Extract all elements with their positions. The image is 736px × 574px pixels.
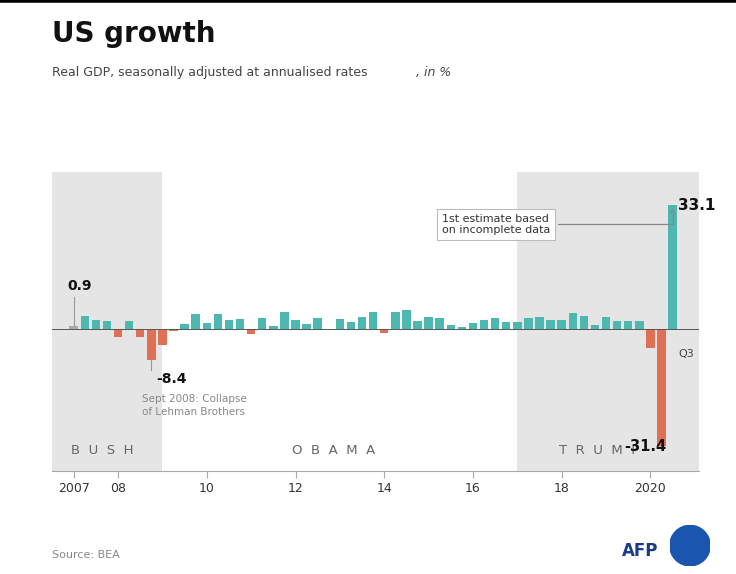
Bar [391, 312, 400, 329]
Bar [613, 321, 621, 329]
Bar [524, 318, 533, 329]
Bar [247, 329, 255, 335]
Text: US growth: US growth [52, 20, 215, 48]
Bar [114, 329, 122, 338]
Bar [513, 322, 522, 329]
Bar [92, 320, 100, 329]
Bar [380, 329, 389, 333]
Bar [269, 326, 277, 329]
Bar [635, 321, 643, 329]
Bar [458, 327, 466, 329]
Text: -31.4: -31.4 [624, 439, 666, 453]
Bar [336, 319, 344, 329]
Text: 1st estimate based
on incomplete data: 1st estimate based on incomplete data [442, 210, 675, 235]
Text: -8.4: -8.4 [156, 372, 186, 386]
Text: Sept 2008: Collapse
of Lehman Brothers: Sept 2008: Collapse of Lehman Brothers [143, 394, 247, 417]
Bar [158, 329, 166, 346]
Bar [314, 319, 322, 329]
Bar [668, 205, 677, 329]
Bar [568, 313, 577, 329]
Bar [291, 320, 300, 329]
Bar [602, 317, 610, 329]
Text: O  B  A  M  A: O B A M A [291, 444, 375, 457]
Bar [280, 312, 289, 329]
Text: T  R  U  M  P: T R U M P [559, 444, 640, 457]
Bar [546, 320, 555, 329]
Bar [502, 322, 511, 329]
Bar [447, 325, 455, 329]
Bar [624, 321, 632, 329]
Text: Source: BEA: Source: BEA [52, 550, 119, 560]
Bar [436, 318, 444, 329]
Bar [125, 321, 133, 329]
Bar [414, 321, 422, 329]
Bar [591, 325, 599, 329]
Bar [580, 316, 588, 329]
Bar [517, 172, 699, 471]
Text: 33.1: 33.1 [678, 198, 715, 213]
Bar [69, 325, 78, 329]
Bar [258, 318, 266, 329]
Bar [646, 329, 654, 348]
Bar [52, 172, 163, 471]
Bar [425, 317, 433, 329]
Bar [491, 318, 499, 329]
Text: Real GDP, seasonally adjusted at annualised rates: Real GDP, seasonally adjusted at annuali… [52, 66, 367, 79]
Bar [358, 317, 367, 329]
Bar [469, 323, 477, 329]
Bar [191, 315, 200, 329]
Bar [224, 320, 233, 329]
Bar [369, 312, 378, 329]
Bar [480, 320, 488, 329]
Bar [402, 309, 411, 329]
Circle shape [670, 525, 710, 566]
Bar [535, 317, 544, 329]
Bar [347, 322, 355, 329]
Text: Q3: Q3 [678, 350, 693, 359]
Bar [202, 323, 211, 329]
Bar [103, 321, 111, 329]
Bar [557, 320, 566, 329]
Bar [147, 329, 155, 360]
Bar [180, 324, 189, 329]
Text: , in %: , in % [416, 66, 451, 79]
Bar [80, 316, 89, 329]
Text: AFP: AFP [622, 542, 658, 560]
Bar [302, 324, 311, 329]
Bar [169, 329, 177, 331]
Text: 0.9: 0.9 [67, 280, 91, 293]
Bar [657, 329, 665, 446]
Bar [136, 329, 144, 337]
Text: B  U  S  H: B U S H [71, 444, 134, 457]
Bar [236, 319, 244, 329]
Bar [213, 315, 222, 329]
